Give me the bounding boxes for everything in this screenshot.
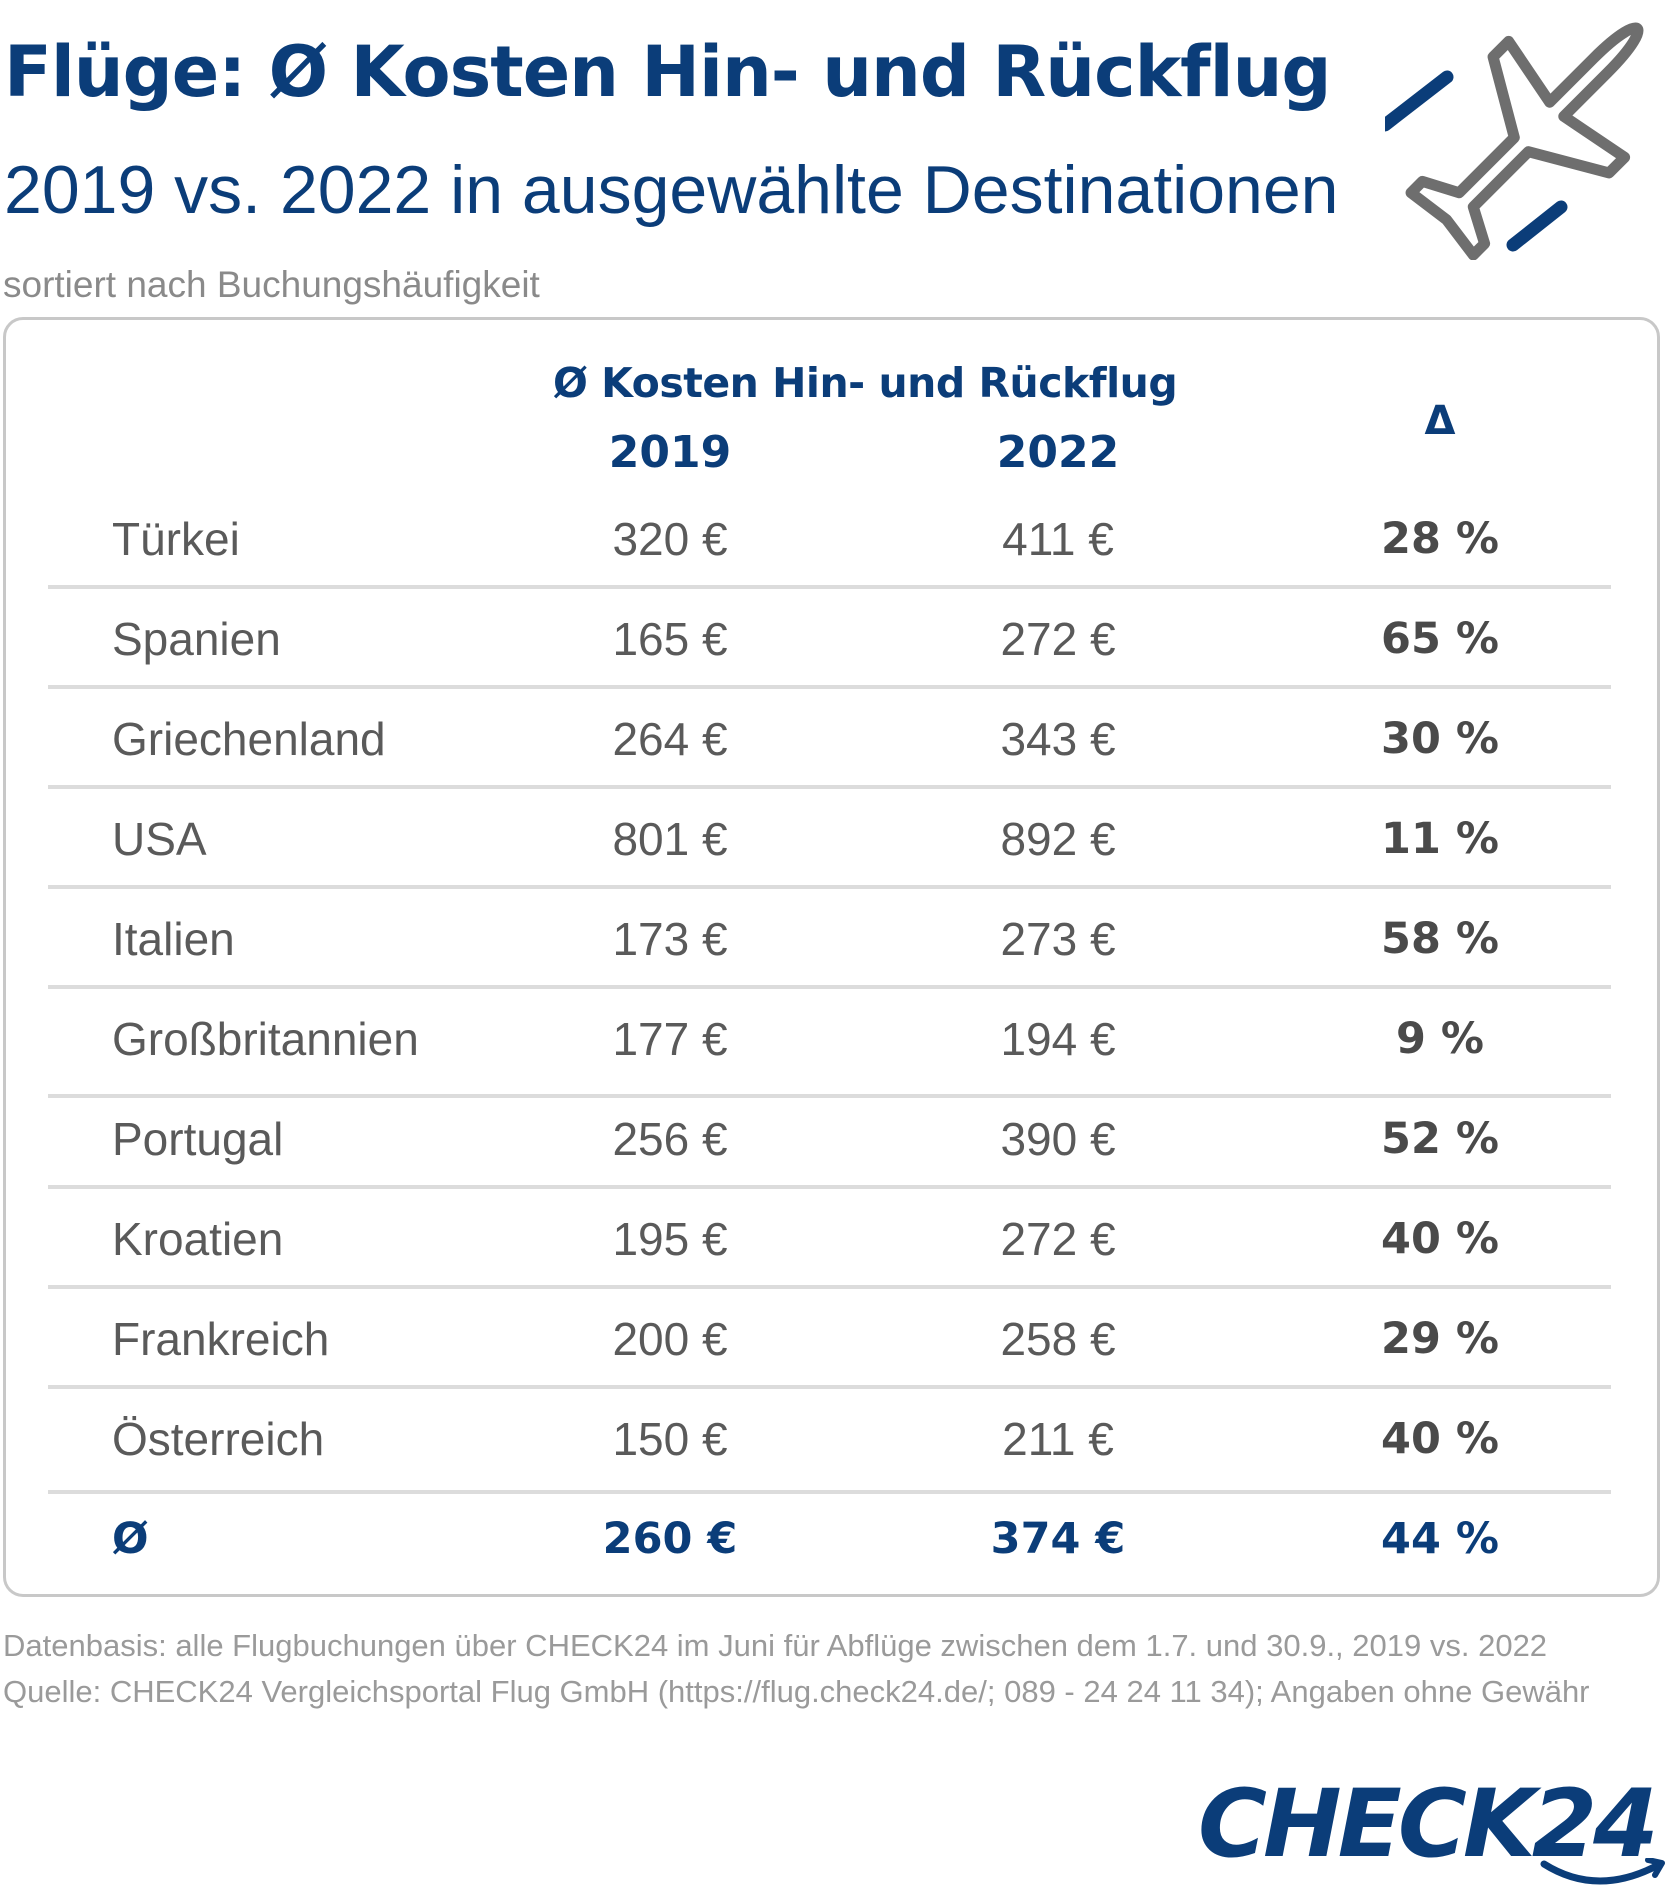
cost-2019-cell: 200 € — [612, 1313, 728, 1365]
cost-2019-cell: 320 € — [612, 513, 728, 565]
table-row: Türkei 320 € 411 € 28 % — [0, 494, 1667, 584]
cost-2022-cell: 343 € — [1000, 713, 1116, 765]
average-row: Ø 260 € 374 € 44 % — [0, 1494, 1667, 1584]
delta-cell: 65 % — [1381, 614, 1499, 664]
logo-swoosh-icon — [1540, 1858, 1665, 1885]
table-row: Österreich 150 € 211 € 40 % — [0, 1394, 1667, 1484]
sort-note: sortiert nach Buchungshäufigkeit — [3, 264, 540, 305]
cost-2022-cell: 273 € — [1000, 913, 1116, 965]
country-cell: Spanien — [112, 613, 281, 665]
country-cell: Großbritannien — [112, 1013, 419, 1065]
page-title: Flüge: Ø Kosten Hin- und Rückflug — [4, 31, 1332, 113]
delta-cell: 11 % — [1381, 814, 1499, 864]
average-delta-cell: 44 % — [1381, 1514, 1499, 1564]
table-row: Italien 173 € 273 € 58 % — [0, 894, 1667, 984]
row-divider — [48, 1185, 1611, 1189]
column-header-2022: 2022 — [996, 427, 1120, 478]
cost-2022-cell: 390 € — [1000, 1113, 1116, 1165]
delta-cell: 30 % — [1381, 714, 1499, 764]
cost-2022-cell: 211 € — [1002, 1413, 1114, 1465]
cost-2019-cell: 195 € — [612, 1213, 728, 1265]
table-row: Portugal 256 € 390 € 52 % — [0, 1094, 1667, 1184]
cost-2019-cell: 256 € — [612, 1113, 728, 1165]
country-cell: USA — [112, 813, 207, 865]
table-row: Frankreich 200 € 258 € 29 % — [0, 1294, 1667, 1384]
cost-2019-cell: 173 € — [612, 913, 728, 965]
row-divider — [48, 1490, 1611, 1494]
cost-2022-cell: 194 € — [1000, 1013, 1116, 1065]
logo-text: CHECK24 — [1198, 1770, 1659, 1879]
data-basis-note: Datenbasis: alle Flugbuchungen über CHEC… — [3, 1628, 1548, 1663]
cost-2019-cell: 177 € — [612, 1013, 728, 1065]
check24-logo: CHECK24 — [1198, 1770, 1667, 1893]
row-divider — [48, 785, 1611, 789]
row-divider — [48, 1094, 1611, 1098]
column-header-delta: Δ — [1424, 398, 1456, 444]
cost-2022-cell: 258 € — [1000, 1313, 1116, 1365]
table-row: USA 801 € 892 € 11 % — [0, 794, 1667, 884]
country-cell: Türkei — [112, 513, 240, 565]
table-card — [3, 317, 1660, 1597]
delta-cell: 29 % — [1381, 1314, 1499, 1364]
page-subtitle: 2019 vs. 2022 in ausgewählte Destination… — [4, 152, 1339, 228]
cost-2019-cell: 165 € — [612, 613, 728, 665]
source-note: Quelle: CHECK24 Vergleichsportal Flug Gm… — [3, 1674, 1590, 1709]
row-divider — [48, 985, 1611, 989]
cost-2022-cell: 272 € — [1000, 1213, 1116, 1265]
cost-2022-cell: 892 € — [1000, 813, 1116, 865]
cost-2019-cell: 150 € — [612, 1413, 728, 1465]
delta-cell: 9 % — [1396, 1014, 1484, 1064]
country-cell: Frankreich — [112, 1313, 330, 1365]
country-cell: Kroatien — [112, 1213, 284, 1265]
table-row: Griechenland 264 € 343 € 30 % — [0, 694, 1667, 784]
table-row: Spanien 165 € 272 € 65 % — [0, 594, 1667, 684]
column-group-header: Ø Kosten Hin- und Rückflug — [553, 359, 1178, 407]
average-2019-cell: 260 € — [602, 1514, 738, 1564]
cost-2022-cell: 411 € — [1002, 513, 1114, 565]
country-cell: Portugal — [112, 1113, 284, 1165]
column-header-2019: 2019 — [608, 427, 732, 478]
delta-cell: 28 % — [1381, 514, 1499, 564]
airplane-icon — [1385, 22, 1644, 260]
row-divider — [48, 685, 1611, 689]
delta-cell: 40 % — [1381, 1214, 1499, 1264]
country-cell: Italien — [112, 913, 235, 965]
row-divider — [48, 585, 1611, 589]
row-divider — [48, 1385, 1611, 1389]
table-row: Großbritannien 177 € 194 € 9 % — [0, 994, 1667, 1084]
cost-2022-cell: 272 € — [1000, 613, 1116, 665]
country-cell: Österreich — [112, 1413, 325, 1465]
delta-cell: 40 % — [1381, 1414, 1499, 1464]
delta-cell: 58 % — [1381, 914, 1499, 964]
delta-cell: 52 % — [1381, 1114, 1499, 1164]
cost-2019-cell: 264 € — [612, 713, 728, 765]
average-2022-cell: 374 € — [990, 1514, 1126, 1564]
cost-2019-cell: 801 € — [612, 813, 728, 865]
row-divider — [48, 885, 1611, 889]
average-label: Ø — [112, 1514, 149, 1564]
row-divider — [48, 1285, 1611, 1289]
country-cell: Griechenland — [112, 713, 386, 765]
table-row: Kroatien 195 € 272 € 40 % — [0, 1194, 1667, 1284]
